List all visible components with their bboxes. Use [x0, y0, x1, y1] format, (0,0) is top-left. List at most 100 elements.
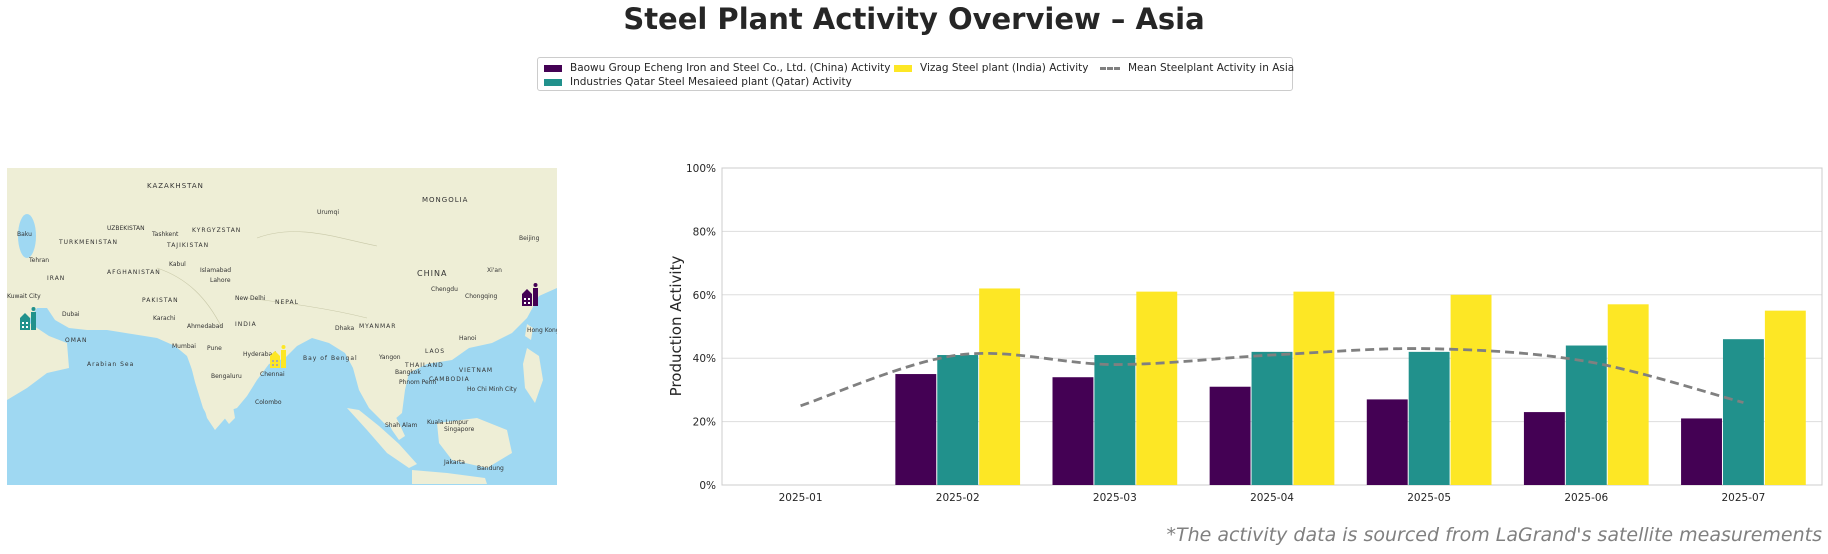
bar-vizag — [1450, 294, 1492, 485]
map-place-label: Hyderabad — [243, 351, 276, 358]
map-place-label: Lahore — [210, 277, 231, 284]
map-place-label: Baku — [17, 231, 32, 238]
legend-swatch-vizag — [894, 64, 912, 72]
bar-baowu — [1681, 418, 1722, 485]
map-place-label: Hong Kong — [527, 327, 557, 334]
bar-vizag — [1607, 304, 1649, 485]
bar-qatar — [1251, 351, 1293, 485]
plant-marker-qatar — [20, 307, 36, 330]
map-land — [7, 168, 557, 430]
legend-swatch-mean — [1100, 66, 1120, 70]
bar-qatar — [937, 355, 979, 485]
map-land-sri-lanka — [223, 404, 235, 424]
map-place-label: KAZAKHSTAN — [147, 182, 204, 190]
map-place-label: Mumbai — [172, 343, 196, 350]
map-place-label: Bandung — [477, 465, 504, 472]
y-axis-label: Production Activity — [667, 256, 685, 397]
map-place-label: Tashkent — [151, 231, 179, 238]
map-place-label: Bengaluru — [211, 373, 242, 380]
map-place-label: Ahmedabad — [187, 323, 223, 330]
bar-vizag — [1136, 291, 1178, 485]
x-axis-ticks: 2025-01 2025-02 2025-03 2025-04 2025-05 2025-… — [779, 492, 1766, 504]
map-border — [256, 231, 378, 247]
map-place-label: KYRGYZSTAN — [192, 227, 241, 234]
map-place-label: PAKISTAN — [142, 297, 179, 304]
map-place-label: TURKMENISTAN — [58, 239, 118, 246]
map-place-label: INDIA — [235, 321, 257, 328]
legend-item-mean: Mean Steelplant Activity in Asia — [1100, 62, 1294, 74]
map-place-label: Ho Chi Minh City — [467, 386, 517, 393]
bar-baowu — [1366, 399, 1408, 485]
bar-baowu — [895, 374, 937, 485]
map-place-label: Chongqing — [465, 293, 498, 300]
legend-swatch-baowu — [544, 64, 562, 72]
x-tick-label: 2025-02 — [936, 492, 980, 504]
map-border — [246, 297, 368, 319]
x-tick-label: 2025-06 — [1564, 492, 1608, 504]
map-place-label: Dhaka — [335, 325, 354, 332]
map-place-label: Xi'an — [487, 267, 502, 274]
map-place-label: Chengdu — [431, 286, 458, 293]
bar-qatar — [1408, 351, 1450, 485]
map-land-sumatra — [347, 408, 417, 468]
map-place-label: Karachi — [153, 315, 176, 322]
map-place-label: THAILAND — [404, 362, 444, 369]
map-place-label: Dubai — [62, 311, 80, 318]
plant-marker-baowu — [522, 283, 538, 306]
map-place-label: Urumqi — [317, 209, 339, 216]
map-place-label: Chennai — [260, 371, 285, 378]
bar-baowu — [1209, 386, 1251, 485]
bar-baowu — [1523, 412, 1565, 485]
map-place-label: Tehran — [28, 257, 49, 264]
map-place-label: AFGHANISTAN — [107, 269, 161, 276]
map-place-label: Pune — [207, 345, 222, 352]
map-place-label: Phnom Penh — [399, 379, 437, 386]
map-place-label: Kuwait City — [7, 293, 41, 300]
legend-item-baowu: Baowu Group Echeng Iron and Steel Co., L… — [544, 62, 890, 74]
map-place-label: TAJIKISTAN — [166, 242, 209, 249]
map-place-label: OMAN — [65, 337, 88, 344]
x-tick-label: 2025-01 — [779, 492, 823, 504]
activity-bar-chart: 0% 20% 40% 60% 80% 100% 2025-01 2025-02 2025-03… — [667, 163, 1823, 504]
legend-swatch-qatar — [544, 78, 562, 86]
legend-label-qatar: Industries Qatar Steel Mesaieed plant (Q… — [570, 76, 852, 88]
chart-legend: Baowu Group Echeng Iron and Steel Co., L… — [537, 57, 1294, 91]
map-place-label: IRAN — [47, 275, 65, 282]
map-place-label: Colombo — [255, 399, 282, 406]
bar-baowu — [1052, 377, 1094, 485]
map-place-label: Kabul — [169, 261, 186, 268]
y-tick-label: 60% — [693, 290, 716, 302]
y-tick-label: 100% — [686, 163, 716, 175]
legend-item-vizag: Vizag Steel plant (India) Activity — [894, 62, 1088, 74]
legend-label-baowu: Baowu Group Echeng Iron and Steel Co., L… — [570, 62, 891, 74]
y-tick-label: 40% — [693, 353, 716, 365]
y-tick-label: 20% — [693, 417, 716, 429]
y-tick-label: 80% — [693, 226, 716, 238]
bar-vizag — [979, 288, 1021, 485]
map-place-label: VIETNAM — [459, 367, 493, 374]
bar-vizag — [1293, 291, 1335, 485]
mean-activity-line — [800, 347, 1744, 408]
map-place-label: UZBEKISTAN — [107, 225, 145, 232]
legend-label-vizag: Vizag Steel plant (India) Activity — [920, 62, 1089, 74]
map-place-label: Bay of Bengal — [303, 355, 358, 362]
data-source-note: *The activity data is sourced from LaGra… — [1166, 524, 1822, 546]
map-land-malaysia — [375, 400, 405, 440]
map-canvas: KAZAKHSTAN MONGOLIA Urumqi UZBEKISTAN KYRGYZ… — [7, 168, 557, 485]
bar-series — [895, 288, 1806, 485]
y-axis-ticks: 0% 20% 40% 60% 80% 100% — [686, 163, 716, 492]
bar-vizag — [1764, 310, 1806, 485]
map-place-label: Arabian Sea — [87, 361, 134, 368]
map-place-label: Islamabad — [200, 267, 231, 274]
map-place-label: Kuala Lumpur — [427, 419, 469, 426]
map-labels: KAZAKHSTAN MONGOLIA Urumqi UZBEKISTAN KYRGYZ… — [7, 182, 557, 472]
legend-label-mean: Mean Steelplant Activity in Asia — [1128, 62, 1295, 74]
map-place-label: Shah Alam — [385, 422, 417, 429]
map-place-label: Jakarta — [443, 459, 465, 466]
map-land-taiwan — [525, 324, 533, 340]
map-place-label: CHINA — [417, 269, 447, 278]
map-place-label: MYANMAR — [359, 323, 396, 330]
map-land-java — [412, 470, 487, 484]
plant-marker-vizag — [270, 345, 286, 368]
map-place-label: New Delhi — [235, 295, 266, 302]
